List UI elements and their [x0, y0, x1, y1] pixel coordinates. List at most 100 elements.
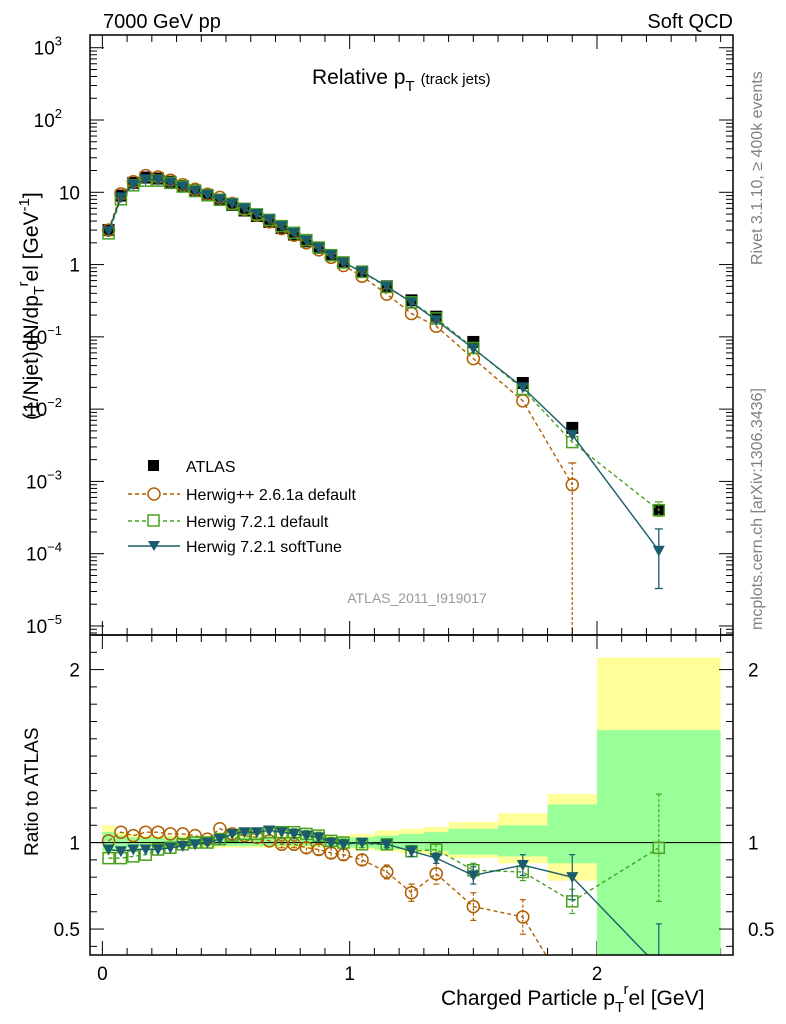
ratio-point-herwig-7-2-1-softtune	[127, 844, 140, 856]
data-point-herwig-7-2-1-softtune	[516, 382, 529, 394]
header-left: 7000 GeV pp	[103, 11, 221, 33]
main-y-tick-label: 102	[34, 106, 62, 132]
ratio-point-herwig-7-2-1-softtune	[189, 839, 202, 851]
data-point-herwig-7-2-1-softtune	[380, 281, 393, 293]
ratio-point-herwig-2-6-1a-default	[114, 825, 128, 839]
ratio-point-herwig-7-2-1-softtune	[288, 828, 301, 840]
ratio-band-green	[498, 825, 548, 857]
ratio-point-herwig-7-2-1-softtune	[139, 844, 152, 856]
legend: ATLAS Herwig++ 2.6.1a default Herwig 7.2…	[128, 459, 356, 556]
ratio-y-tick-label-left: 0.5	[54, 920, 80, 941]
ratio-band-green	[547, 804, 597, 864]
data-point-herwig-7-2-1-softtune	[152, 174, 165, 186]
header-right: Soft QCD	[647, 11, 733, 33]
legend-marker-herwig721	[147, 514, 160, 527]
data-point-herwig-7-2-1-softtune	[213, 194, 226, 206]
data-point-herwig-7-2-1-softtune	[337, 257, 350, 269]
ratio-point-herwig-7-2-1-softtune	[263, 825, 276, 837]
ratio-y-tick-label-left: 2	[69, 661, 80, 682]
ratio-point-herwig-2-6-1a-default	[355, 853, 369, 867]
data-point-herwig-7-2-1-softtune	[176, 181, 189, 193]
ratio-point-herwig-7-2-1-softtune	[405, 846, 418, 858]
data-point-herwig-7-2-1-softtune	[114, 192, 127, 204]
data-point-herwig-7-2-1-softtune	[263, 214, 276, 226]
data-point-herwig-7-2-1-softtune	[250, 209, 263, 221]
ratio-point-herwig-7-2-1-softtune	[300, 830, 313, 842]
main-y-tick-label: 10−2	[26, 395, 62, 421]
ratio-point-herwig-7-2-1-default	[652, 841, 666, 855]
ratio-panel-marks	[101, 793, 666, 955]
series-line-herwig-2-6-1a-default	[107, 174, 573, 486]
legend-marker-herwigpp	[147, 487, 161, 501]
data-point-herwig-7-2-1-softtune	[566, 429, 579, 441]
main-y-tick-label: 103	[34, 34, 62, 60]
main-y-tick-label: 10−3	[26, 467, 62, 493]
ratio-band-green	[263, 837, 276, 847]
rivet-version-label: Rivet 3.1.10, ≥ 400k events	[749, 71, 766, 265]
ratio-point-herwig-7-2-1-softtune	[201, 837, 214, 849]
data-point-herwig-7-2-1-softtune	[300, 235, 313, 247]
data-point-herwig-7-2-1-softtune	[201, 189, 214, 201]
ratio-point-herwig-7-2-1-softtune	[380, 839, 393, 851]
data-point-herwig-7-2-1-softtune	[275, 221, 288, 233]
data-point-herwig-7-2-1-softtune	[102, 226, 115, 238]
data-point-herwig-7-2-1-softtune	[238, 203, 251, 215]
ratio-point-herwig-7-2-1-softtune	[337, 839, 350, 851]
main-y-tick-label: 10−4	[26, 540, 62, 566]
main-y-axis-label: (1/Njet)dN/dpTrel [GeV-1]	[15, 192, 48, 420]
ratio-plot-frame	[89, 634, 734, 956]
ratio-point-herwig-7-2-1-softtune	[102, 844, 115, 856]
data-point-herwig-7-2-1-softtune	[164, 177, 177, 189]
ratio-line-herwig-7-2-1-softtune	[108, 829, 649, 955]
ratio-point-herwig-2-6-1a-default	[312, 842, 326, 857]
plot-title: Relative pT (track jets)	[312, 66, 491, 95]
main-y-tick-label: 10−5	[26, 612, 62, 638]
ratio-point-herwig-7-2-1-softtune	[238, 827, 251, 839]
legend-label-herwigpp: Herwig++ 2.6.1a default	[186, 487, 356, 504]
data-point-herwig-7-2-1-softtune	[405, 297, 418, 309]
legend-label-atlas: ATLAS	[186, 459, 236, 476]
main-y-tick-label: 10	[59, 183, 80, 204]
ratio-point-herwig-2-6-1a-default	[126, 828, 141, 843]
ratio-point-herwig-7-2-1-softtune	[356, 837, 369, 849]
ratio-band-green	[448, 828, 499, 855]
ratio-point-herwig-7-2-1-softtune	[566, 872, 579, 884]
data-point-herwig-7-2-1-softtune	[139, 174, 152, 186]
x-tick-label: 1	[344, 964, 355, 985]
main-panel-marks	[101, 168, 666, 635]
ratio-point-herwig-2-6-1a-default	[380, 865, 394, 879]
ratio-band-green	[423, 832, 449, 852]
ratio-point-herwig-7-2-1-softtune	[176, 841, 189, 853]
ratio-point-herwig-7-2-1-softtune	[312, 832, 325, 844]
ratio-band-green	[151, 837, 165, 847]
ratio-y-tick-label-right: 1	[748, 834, 759, 855]
legend-marker-softtune	[148, 541, 160, 551]
ratio-axes: 0 1 2 2 2 1 1 0.5 0.5	[54, 634, 774, 985]
ratio-point-herwig-7-2-1-softtune	[114, 846, 127, 858]
data-point-herwig-7-2-1-softtune	[288, 227, 301, 239]
ratio-point-herwig-2-6-1a-default	[404, 885, 419, 900]
ratio-y-tick-label-right: 2	[748, 661, 759, 682]
mcplots-label: mcplots.cern.ch [arXiv:1306.3436]	[749, 388, 766, 630]
main-y-tick-label: 1	[69, 256, 80, 277]
data-point-herwig-7-2-1-softtune	[226, 198, 239, 210]
data-point-herwig-7-2-1-softtune	[325, 250, 338, 262]
main-y-tick-label: 10−1	[26, 323, 62, 349]
ratio-point-herwig-7-2-1-softtune	[250, 827, 263, 839]
x-tick-label: 2	[592, 964, 603, 985]
data-point-herwig-7-2-1-softtune	[189, 186, 202, 198]
analysis-id-watermark: ATLAS_2011_I919017	[347, 590, 487, 606]
ratio-point-herwig-7-2-1-softtune	[226, 828, 239, 840]
ratio-band-green	[250, 837, 264, 847]
ratio-point-herwig-2-6-1a-default	[466, 899, 481, 914]
ratio-point-herwig-7-2-1-softtune	[467, 870, 480, 882]
data-point-herwig-7-2-1-softtune	[467, 343, 480, 355]
ratio-point-herwig-7-2-1-softtune	[325, 837, 338, 849]
ratio-point-herwig-7-2-1-softtune	[275, 827, 288, 839]
x-tick-label: 0	[97, 964, 108, 985]
data-point-herwig-7-2-1-softtune	[127, 179, 140, 191]
ratio-point-herwig-2-6-1a-default	[429, 866, 443, 881]
data-point-herwig-7-2-1-softtune	[312, 242, 325, 254]
ratio-y-tick-label-right: 0.5	[748, 920, 774, 941]
